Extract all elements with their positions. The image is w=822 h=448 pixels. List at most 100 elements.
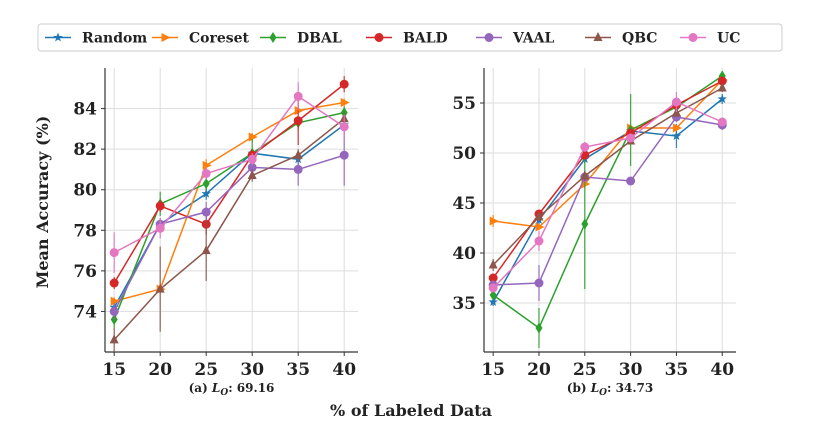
data-point	[488, 259, 498, 269]
series-coreset	[110, 97, 350, 306]
title-var: L	[590, 381, 599, 395]
data-point	[248, 132, 258, 142]
data-point	[201, 188, 211, 198]
data-point	[580, 142, 590, 152]
title-suffix: : 69.16	[228, 381, 274, 395]
data-point	[109, 248, 119, 258]
data-point	[293, 149, 303, 159]
title-sub: O	[599, 388, 607, 398]
series-vaal	[109, 124, 349, 320]
x-tick-label: 40	[710, 360, 734, 380]
series-line-uc	[492, 101, 723, 289]
legend-box	[37, 23, 783, 52]
series-random	[488, 94, 727, 306]
x-tick-label: 25	[194, 360, 218, 380]
data-point	[201, 207, 211, 217]
series-random	[109, 118, 349, 314]
series-dbal	[110, 106, 348, 328]
data-point	[294, 106, 304, 116]
series-vaal	[488, 112, 727, 301]
data-point	[109, 278, 119, 288]
legend-marker-vaal	[484, 33, 494, 42]
data-point	[293, 116, 303, 126]
data-point	[488, 273, 498, 283]
data-point	[339, 79, 349, 89]
series-line-random	[113, 124, 345, 308]
legend-marker-bald	[374, 33, 384, 42]
series-line-bald	[113, 83, 345, 284]
data-point	[671, 97, 681, 107]
data-point	[109, 306, 119, 316]
data-point	[580, 170, 590, 180]
data-point	[339, 150, 349, 160]
x-tick-label: 30	[619, 360, 643, 380]
data-point	[534, 278, 544, 288]
subplot-title: (b) LO: 34.73	[567, 381, 653, 398]
data-point	[247, 170, 257, 180]
x-tick-label: 40	[332, 360, 356, 380]
title-prefix: (a)	[189, 381, 212, 395]
title-sub: O	[220, 388, 228, 398]
x-tick-label: 20	[148, 360, 172, 380]
legend-marker-coreset	[161, 33, 171, 42]
subplot-b: 15 20 25 30 35 40 35 40 45 50 55 (b) LO: 34.73	[452, 68, 736, 398]
series-dbal	[489, 70, 726, 348]
legend-label-random: Random	[82, 31, 147, 47]
x-tick-label: 35	[665, 360, 689, 380]
title-var: L	[211, 381, 220, 395]
data-point	[293, 91, 303, 101]
data-point	[247, 162, 257, 172]
data-point	[202, 160, 212, 170]
data-point	[202, 178, 210, 190]
series-line-uc	[113, 95, 345, 254]
data-point	[488, 297, 498, 306]
data-point	[535, 222, 545, 232]
y-tick-label: 45	[452, 194, 476, 214]
x-axis-label: % of Labeled Data	[330, 401, 492, 420]
legend-label-coreset: Coreset	[189, 31, 250, 47]
legend-label-vaal: VAAL	[512, 31, 555, 47]
data-point	[201, 168, 211, 178]
y-tick-label: 82	[73, 140, 97, 160]
legend-label-dbal: DBAL	[297, 31, 342, 47]
data-point	[339, 122, 349, 132]
data-point	[534, 211, 544, 221]
y-tick-label: 50	[452, 144, 476, 164]
subplot-a: 15 20 25 30 35 40 74 76 78 80 82 84 (a) LO: 69.16	[73, 68, 358, 398]
x-tick-label: 15	[102, 360, 126, 380]
legend: Random Coreset DBAL BALD VAAL QBC UC	[37, 23, 783, 52]
data-point	[340, 97, 350, 107]
data-point	[626, 133, 636, 143]
data-point	[155, 201, 165, 211]
legend-marker-random	[53, 32, 63, 42]
legend-marker-dbal	[269, 32, 277, 43]
y-tick-label: 76	[73, 262, 97, 282]
data-point	[155, 223, 165, 233]
series-line-dbal	[113, 111, 345, 320]
y-tick-label: 35	[452, 294, 476, 314]
data-point	[717, 76, 727, 86]
data-point	[201, 245, 211, 255]
legend-label-qbc: QBC	[622, 31, 657, 47]
series-line-vaal	[493, 116, 723, 286]
y-tick-label: 55	[452, 94, 476, 114]
legend-label-uc: UC	[717, 31, 740, 47]
data-point	[717, 82, 727, 92]
subplot-title: (a) LO: 69.16	[189, 381, 275, 398]
series-line-vaal	[113, 154, 345, 312]
y-tick-label: 78	[73, 221, 97, 241]
y-tick-label: 84	[73, 100, 97, 120]
data-point	[717, 94, 727, 103]
series-uc	[109, 82, 349, 273]
series-line-qbc	[492, 87, 723, 266]
data-point	[489, 289, 497, 301]
x-tick-label: 35	[286, 360, 310, 380]
data-point	[672, 123, 682, 133]
series-uc	[488, 92, 727, 293]
series-line-coreset	[114, 101, 345, 303]
data-point	[717, 117, 727, 127]
data-point	[109, 334, 119, 344]
x-tick-label: 25	[573, 360, 597, 380]
